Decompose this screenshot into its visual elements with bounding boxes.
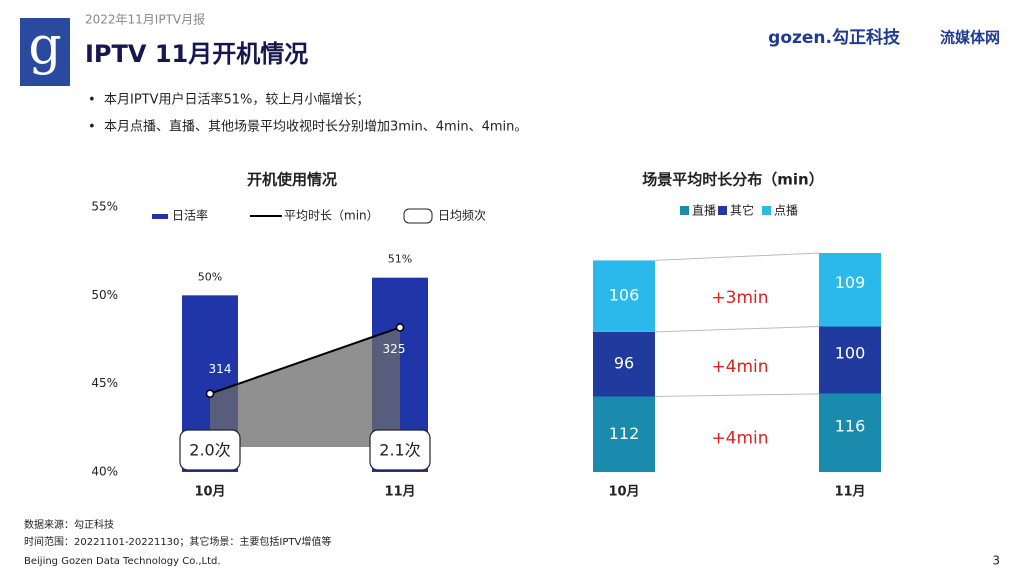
y-tick-label: 45% — [91, 376, 118, 390]
bullet-dot: • — [88, 120, 96, 135]
footer-range: 时间范围：20221101-20221130；其它场景：主要包括IPTV增值等 — [24, 535, 331, 548]
legend-swatch — [762, 206, 771, 215]
page-number: 3 — [992, 554, 1000, 568]
x-tick-label: 10月 — [608, 485, 639, 500]
x-tick-label: 11月 — [834, 485, 865, 500]
legend-label: 点播 — [774, 204, 798, 218]
value-box — [179, 429, 241, 471]
bar-segment — [819, 253, 881, 327]
legend-label: 平均时长（min） — [284, 209, 379, 223]
value-box — [369, 429, 431, 471]
bar-segment — [593, 331, 655, 397]
chart-title: 开机使用情况 — [247, 171, 337, 189]
y-tick-label: 40% — [91, 465, 118, 479]
line — [209, 326, 401, 395]
logo-block — [20, 18, 70, 86]
logo-lmtw: 流媒体网 — [940, 29, 1000, 47]
y-tick-label: 50% — [91, 288, 118, 302]
legend-label: 直播 — [692, 204, 716, 218]
connector — [654, 325, 820, 333]
segment-label: 109 — [835, 273, 866, 292]
segment-label: 96 — [614, 354, 634, 373]
legend-swatch — [680, 206, 689, 215]
connector — [654, 252, 820, 261]
annotation: +3min — [711, 288, 768, 308]
segment-label: 100 — [835, 344, 866, 363]
slide-title: IPTV 11月开机情况 — [85, 40, 308, 68]
line-label: 314 — [209, 362, 232, 376]
legend-label: 日均频次 — [438, 209, 486, 223]
logo-mark: g — [28, 17, 61, 77]
legend-swatch — [152, 214, 168, 219]
segment-label: 116 — [835, 416, 866, 435]
bar-segment — [819, 393, 881, 472]
segment-label: 106 — [609, 286, 640, 305]
legend-swatch — [718, 206, 727, 215]
line-area — [210, 327, 400, 447]
y-tick-label: 55% — [91, 200, 118, 214]
legend-box — [403, 208, 433, 224]
value-box-label: 2.0次 — [189, 441, 230, 460]
annotation: +4min — [711, 357, 768, 377]
line-point — [205, 389, 215, 398]
x-tick-label: 10月 — [194, 485, 225, 500]
value-box-label: 2.1次 — [379, 441, 420, 460]
data-label: 50% — [198, 270, 222, 283]
bar-segment — [593, 396, 655, 472]
legend-label: 其它 — [730, 203, 754, 218]
footer-source: 数据来源：勾正科技 — [24, 518, 114, 531]
bullet-dot: • — [88, 93, 96, 108]
bullet: 本月IPTV用户日活率51%，较上月小幅增长； — [104, 92, 369, 108]
connector — [654, 393, 820, 398]
line-label: 325 — [383, 342, 406, 356]
bar-segment — [593, 260, 655, 332]
x-tick-label: 11月 — [384, 485, 415, 500]
annotation: +4min — [711, 429, 768, 449]
legend-label: 日活率 — [172, 208, 208, 223]
chart-title: 场景平均时长分布（min） — [642, 171, 823, 189]
line-point — [395, 323, 405, 332]
bar-segment — [819, 326, 881, 394]
footer-company: Beijing Gozen Data Technology Co.,Ltd. — [24, 556, 221, 567]
data-label: 51% — [388, 253, 412, 266]
segment-label: 112 — [609, 424, 640, 443]
report-label: 2022年11月IPTV月报 — [85, 12, 205, 27]
logo-gozen: gozen.勾正科技 — [768, 27, 901, 48]
bullet: 本月点播、直播、其他场景平均收视时长分别增加3min、4min、4min。 — [104, 120, 527, 135]
